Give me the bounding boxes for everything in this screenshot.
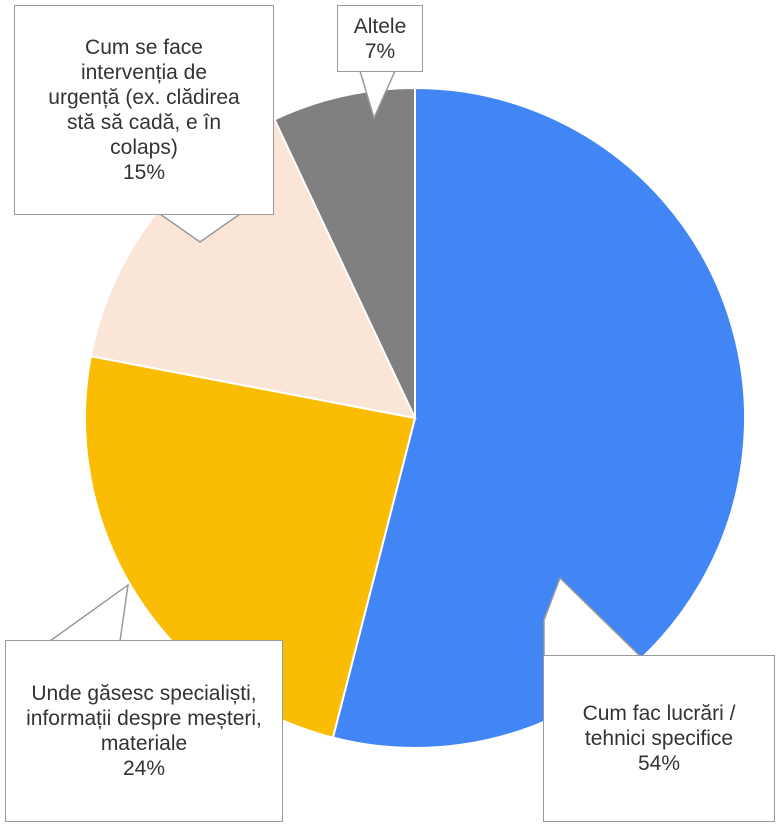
slice-label: Cum se face intervenția de urgență (ex. …	[48, 36, 240, 159]
slice	[331, 86, 746, 749]
value-label: 24%	[122, 757, 166, 780]
value-label: 15%	[122, 161, 166, 184]
callout: Altele 7%	[337, 5, 423, 72]
callout: Cum se face intervenția de urgență (ex. …	[14, 5, 274, 215]
slice	[273, 86, 416, 419]
callout: Cum fac lucrări / tehnici specifice 54%	[543, 655, 775, 822]
slice-label: Altele	[353, 14, 407, 38]
callout: Unde găsesc specialiști, informații desp…	[5, 640, 283, 822]
pointer	[47, 583, 129, 642]
value-label: 54%	[637, 752, 681, 775]
slice-label: Cum fac lucrări / tehnici specifice	[582, 702, 736, 750]
slice-label: Unde găsesc specialiști, informații desp…	[26, 682, 262, 755]
slices	[84, 86, 746, 749]
value-label: 7%	[364, 39, 396, 63]
